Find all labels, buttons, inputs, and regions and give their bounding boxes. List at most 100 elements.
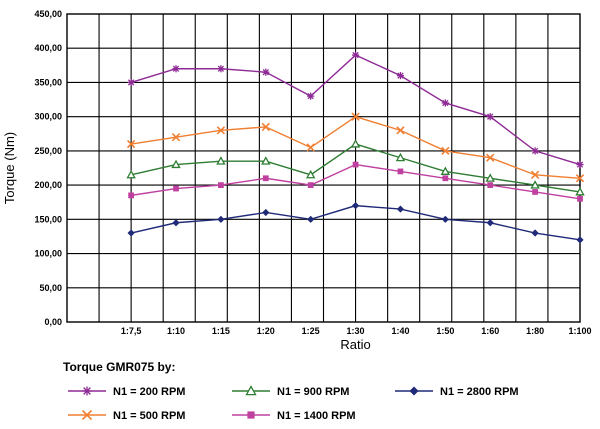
data-point-square xyxy=(532,189,538,195)
series-2 xyxy=(126,112,585,183)
data-point-asterisk xyxy=(172,65,180,73)
data-point-asterisk xyxy=(351,51,360,59)
data-point-triangle xyxy=(171,159,181,169)
legend: N1 = 200 RPM N1 = 500 RPM N1 = 900 RPM N1 =… xyxy=(68,385,519,422)
data-point-triangle xyxy=(305,169,316,179)
data-point-diamond xyxy=(531,229,539,237)
legend-item: N1 = 500 RPM xyxy=(68,409,185,422)
data-point-asterisk xyxy=(127,78,135,87)
data-point-triangle xyxy=(126,169,136,179)
data-point-asterisk xyxy=(217,65,225,73)
x-tick-label: 1:60 xyxy=(481,326,499,336)
series-3 xyxy=(126,139,585,196)
data-point-diamond xyxy=(172,219,180,227)
data-point-square xyxy=(487,182,494,188)
x-axis-ticks: 1:7,5 1:10 1:15 1:20 1:25 1:30 1:40 1:50 1:60 1:8… xyxy=(121,326,592,336)
data-point-asterisk xyxy=(82,386,92,396)
data-point-diamond xyxy=(441,215,449,223)
data-point-diamond xyxy=(576,236,584,244)
data-point-square xyxy=(352,161,359,168)
data-point-x xyxy=(351,112,360,121)
legend-item: N1 = 1400 RPM xyxy=(232,410,356,422)
data-point-asterisk xyxy=(262,68,270,76)
data-point-square xyxy=(262,175,269,182)
data-point-x xyxy=(441,146,450,156)
data-point-diamond xyxy=(486,219,494,227)
x-tick-label: 1:25 xyxy=(302,326,320,336)
y-tick-label: 250,00 xyxy=(34,146,62,156)
y-tick-label: 400,00 xyxy=(34,43,62,53)
data-point-x xyxy=(530,170,540,180)
data-point-triangle xyxy=(395,152,406,162)
x-tick-label: 1:100 xyxy=(568,326,591,336)
legend-label: N1 = 200 RPM xyxy=(113,386,185,398)
x-tick-label: 1:7,5 xyxy=(121,326,142,336)
data-point-x xyxy=(306,143,315,152)
data-point-triangle xyxy=(350,139,361,148)
y-axis-ticks: 0,00 50,00 100,00 150,00 200,00 250,00 300,00 3… xyxy=(34,9,62,327)
data-point-diamond xyxy=(396,205,405,213)
legend-label: N1 = 900 RPM xyxy=(277,386,349,398)
data-point-triangle xyxy=(485,173,495,182)
data-point-diamond xyxy=(307,215,315,223)
data-point-x xyxy=(261,122,270,132)
data-point-x xyxy=(575,174,585,183)
data-point-diamond xyxy=(262,208,270,217)
chart-grid xyxy=(66,13,581,323)
y-tick-label: 350,00 xyxy=(34,77,62,87)
x-tick-label: 1:40 xyxy=(391,326,409,336)
data-point-square xyxy=(128,192,135,199)
data-point-square xyxy=(218,182,224,188)
data-point-triangle xyxy=(440,166,451,175)
data-point-asterisk xyxy=(486,113,494,121)
legend-item: N1 = 200 RPM xyxy=(68,386,185,398)
data-point-square xyxy=(307,182,314,188)
legend-label: N1 = 2800 RPM xyxy=(440,386,519,398)
legend-item: N1 = 2800 RPM xyxy=(395,386,519,398)
y-tick-label: 450,00 xyxy=(34,9,62,19)
y-tick-label: 50,00 xyxy=(39,283,62,293)
legend-title: Torque GMR075 by: xyxy=(63,360,175,374)
data-point-asterisk xyxy=(576,160,584,169)
x-tick-label: 1:20 xyxy=(257,326,275,336)
y-tick-label: 0,00 xyxy=(44,317,62,327)
series-lines xyxy=(126,51,585,244)
legend-label: N1 = 1400 RPM xyxy=(277,410,356,422)
data-point-x xyxy=(126,139,136,149)
data-point-x xyxy=(81,409,93,421)
data-point-square xyxy=(173,185,179,192)
data-point-asterisk xyxy=(531,147,539,155)
legend-label: N1 = 500 RPM xyxy=(113,410,185,422)
x-tick-label: 1:15 xyxy=(212,326,230,336)
y-tick-label: 100,00 xyxy=(34,249,62,259)
data-point-square xyxy=(442,175,449,182)
data-point-square xyxy=(247,411,255,419)
x-tick-label: 1:10 xyxy=(167,326,185,336)
data-point-triangle xyxy=(575,187,585,196)
data-point-triangle xyxy=(530,180,540,189)
x-axis-title: Ratio xyxy=(340,337,370,352)
series-5 xyxy=(127,202,584,244)
data-point-asterisk xyxy=(396,72,405,80)
data-point-x xyxy=(396,126,405,135)
data-point-diamond xyxy=(127,229,135,237)
data-point-triangle xyxy=(245,385,257,396)
data-point-asterisk xyxy=(307,92,315,100)
x-tick-label: 1:50 xyxy=(436,326,454,336)
data-point-x xyxy=(486,153,495,162)
y-tick-label: 200,00 xyxy=(34,180,62,190)
y-axis-title: Torque (Nm) xyxy=(2,132,17,204)
y-tick-label: 150,00 xyxy=(34,214,62,224)
y-tick-label: 300,00 xyxy=(34,112,62,122)
data-point-x xyxy=(171,133,181,142)
legend-item: N1 = 900 RPM xyxy=(232,385,349,398)
data-point-x xyxy=(216,126,226,135)
data-point-square xyxy=(397,168,404,175)
data-point-triangle xyxy=(216,156,226,165)
data-point-diamond xyxy=(409,386,419,396)
data-point-diamond xyxy=(351,202,360,210)
data-point-triangle xyxy=(261,156,271,165)
x-tick-label: 1:80 xyxy=(526,326,544,336)
data-point-diamond xyxy=(217,215,225,223)
